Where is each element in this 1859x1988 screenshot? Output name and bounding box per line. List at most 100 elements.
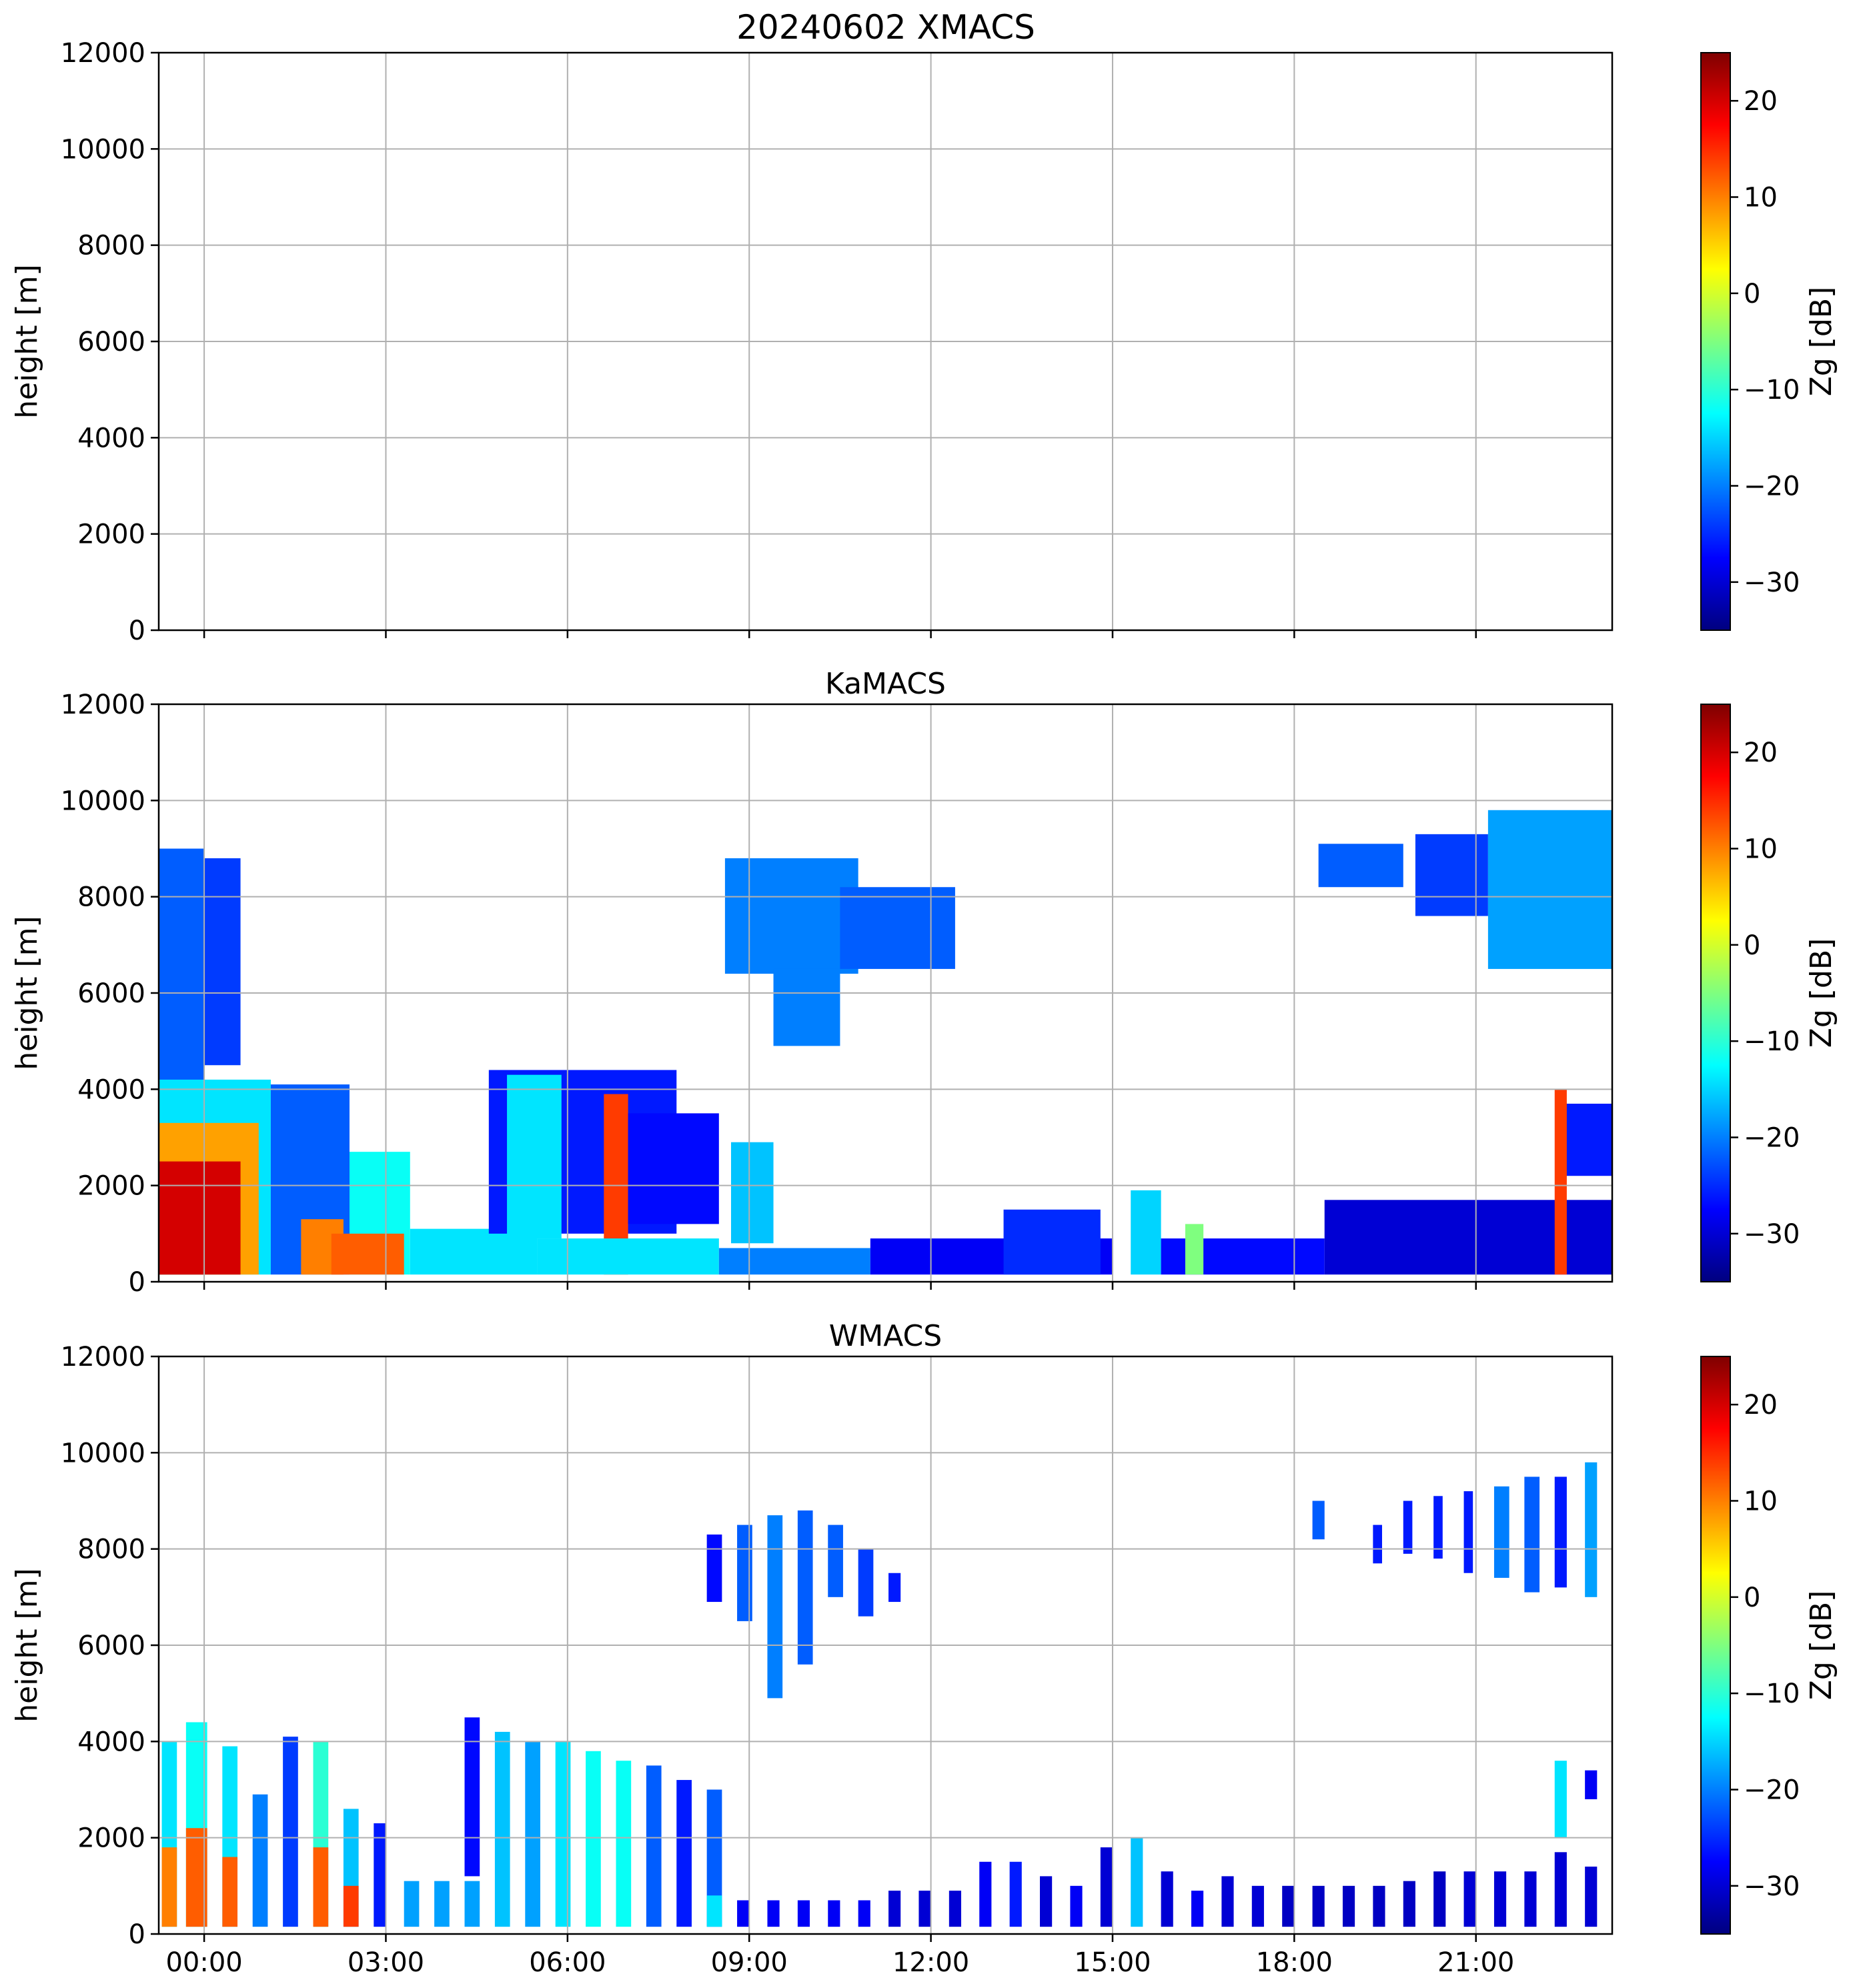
x-tick-label: 03:00 (348, 1947, 424, 1978)
y-tick-label: 2000 (77, 1171, 145, 1202)
reflectivity-cell (507, 1074, 562, 1239)
colorbar-tick-label: −30 (1744, 1219, 1800, 1250)
reflectivity-cell (1433, 1871, 1446, 1927)
y-tick-label: 10000 (61, 1438, 145, 1468)
panel-title: WMACS (829, 1319, 942, 1353)
colorbar-tick-label: −30 (1744, 568, 1800, 598)
reflectivity-cell (773, 968, 840, 1046)
reflectivity-cell (1463, 1491, 1473, 1573)
y-tick-label: 6000 (77, 978, 145, 1009)
y-tick-label: 8000 (77, 882, 145, 913)
y-tick-label: 8000 (77, 1535, 145, 1565)
reflectivity-cell (1342, 1885, 1355, 1927)
reflectivity-cell (706, 1895, 722, 1927)
reflectivity-cell (1373, 1525, 1382, 1564)
colorbar-label: Zg [dB] (1804, 287, 1838, 397)
colorbar-tick-label: 20 (1744, 86, 1778, 117)
reflectivity-cell (1433, 1496, 1443, 1559)
colorbar-tick-label: 0 (1744, 1583, 1760, 1613)
y-tick-label: 6000 (77, 327, 145, 357)
y-axis-label: height [m] (10, 1568, 44, 1722)
figure-title: 20240602 XMACS (736, 8, 1035, 47)
reflectivity-cell (616, 1761, 632, 1927)
reflectivity-cell (1493, 1486, 1509, 1578)
reflectivity-cell (730, 1142, 774, 1244)
reflectivity-cell (797, 1510, 813, 1665)
panel-xmacs: 0 2000 4000 6000 8000 10000 12000 height [m] −30… (10, 38, 1838, 646)
y-tick-label: 0 (129, 616, 145, 646)
x-tick-label: 12:00 (892, 1947, 969, 1978)
colorbar-bar (1700, 1356, 1731, 1935)
x-tick-label: 21:00 (1437, 1947, 1514, 1978)
y-tick-label: 4000 (77, 423, 145, 453)
y-tick-label: 10000 (61, 786, 145, 816)
reflectivity-cell (331, 1233, 404, 1275)
colorbar-tick-label: 0 (1744, 279, 1760, 309)
reflectivity-cell (1131, 1837, 1143, 1927)
reflectivity-cell (1524, 1871, 1537, 1927)
x-tick-label: 15:00 (1074, 1947, 1151, 1978)
reflectivity-cell (706, 1789, 722, 1927)
colorbar: −30 −20 −10 0 10 20 Zg [dB] (1700, 1356, 1838, 1935)
reflectivity-cell (252, 1794, 268, 1927)
y-tick-label: 0 (129, 1267, 145, 1298)
reflectivity-cell (646, 1765, 662, 1927)
reflectivity-cell (1554, 1761, 1567, 1838)
colorbar-tick-label: −20 (1744, 1123, 1800, 1154)
reflectivity-cell (718, 1248, 870, 1275)
reflectivity-cell (1585, 1462, 1598, 1597)
reflectivity-cell (676, 1780, 692, 1927)
reflectivity-cell (1403, 1881, 1415, 1927)
reflectivity-cell (840, 887, 955, 969)
reflectivity-cell (797, 1900, 810, 1927)
reflectivity-cell (537, 1238, 719, 1275)
reflectivity-cell (1524, 1476, 1540, 1593)
y-tick-label: 10000 (61, 134, 145, 165)
reflectivity-cell (283, 1737, 298, 1927)
colorbar-bar (1700, 52, 1731, 631)
reflectivity-cell (767, 1515, 783, 1699)
y-tick-label: 8000 (77, 231, 145, 261)
y-tick-label: 0 (129, 1919, 145, 1950)
reflectivity-cell (1493, 1871, 1507, 1927)
reflectivity-cell (159, 1161, 241, 1275)
y-tick-label: 12000 (61, 690, 145, 720)
colorbar-tick-label: 20 (1744, 1390, 1778, 1420)
colorbar-tick-label: 10 (1744, 183, 1778, 213)
reflectivity-cell (464, 1881, 480, 1927)
colorbar-tick-label: −20 (1744, 471, 1800, 502)
x-tick-label: 00:00 (165, 1947, 242, 1978)
reflectivity-cell (1312, 1885, 1325, 1927)
reflectivity-cell (222, 1857, 238, 1927)
reflectivity-cell (918, 1891, 931, 1927)
y-tick-label: 6000 (77, 1631, 145, 1661)
reflectivity-cell (1191, 1891, 1204, 1927)
reflectivity-cell (828, 1900, 840, 1927)
colorbar-tick-label: 20 (1744, 738, 1778, 768)
reflectivity-cell (1318, 844, 1403, 888)
colorbar-tick-label: 0 (1744, 930, 1760, 961)
reflectivity-cell (343, 1885, 359, 1927)
colorbar-label: Zg [dB] (1804, 938, 1838, 1048)
reflectivity-cell (313, 1847, 329, 1927)
reflectivity-cell (1100, 1847, 1113, 1927)
x-tick-label: 09:00 (711, 1947, 788, 1978)
y-tick-label: 4000 (77, 1074, 145, 1105)
colorbar-tick-label: −30 (1744, 1871, 1800, 1902)
colorbar-tick-label: −10 (1744, 1026, 1800, 1057)
reflectivity-cell (979, 1861, 992, 1927)
reflectivity-cell (858, 1900, 870, 1927)
reflectivity-cell (374, 1823, 386, 1927)
y-axis-label: height [m] (10, 916, 44, 1070)
panel-wmacs: 0 2000 4000 6000 8000 10000 12000 00:00 03:00 06:… (10, 1319, 1838, 1978)
colorbar-label: Zg [dB] (1804, 1591, 1838, 1701)
reflectivity-cell (1373, 1885, 1385, 1927)
reflectivity-cell (1161, 1871, 1173, 1927)
reflectivity-cell (737, 1525, 752, 1621)
reflectivity-cell (858, 1549, 874, 1617)
colorbar-tick-label: −20 (1744, 1775, 1800, 1806)
colorbar-tick-label: 10 (1744, 1486, 1778, 1517)
y-axis-label: height [m] (10, 264, 44, 418)
reflectivity-cell (888, 1573, 901, 1603)
